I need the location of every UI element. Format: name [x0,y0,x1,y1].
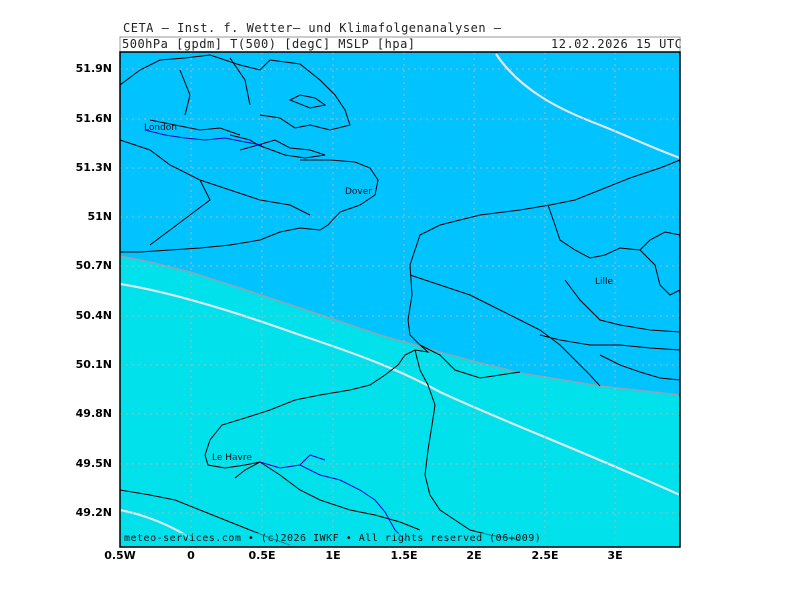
header-underline [119,36,681,53]
copyright-notice: meteo-services.com • (c)2026 IWKF • All … [124,533,542,544]
lon-label-2e: 2E [466,549,482,562]
map-frame [119,51,681,548]
lat-label-49.8n: 49.8N [75,407,112,420]
header-params: 500hPa [gpdm] T(500) [degC] MSLP [hpa] [122,37,416,51]
lat-label-50.7n: 50.7N [75,259,112,272]
lat-label-49.2n: 49.2N [75,506,112,519]
rivers [144,129,406,541]
lon-label-1.5e: 1.5E [390,549,418,562]
lat-label-51n: 51N [87,210,112,223]
city-label-le-havre: Le Havre [212,453,252,463]
header-title: CETA — Inst. f. Wetter— und Klimafolgena… [123,21,502,35]
isotherm-boundary [119,255,681,396]
lon-label-3e: 3E [607,549,623,562]
lat-label-51.6n: 51.6N [75,112,112,125]
city-label-lille: Lille [595,277,614,287]
lat-label-50.4n: 50.4N [75,309,112,322]
lon-label-2.5e: 2.5E [531,549,559,562]
lat-label-51.9n: 51.9N [75,62,112,75]
header-datetime: 12.02.2026 15 UTC [551,37,683,51]
contour-line-top-right [495,53,681,160]
cold-zone [120,52,680,395]
city-label-london: London [144,123,177,133]
lat-label-50.1n: 50.1N [75,358,112,371]
lat-lon-grid [120,52,680,547]
city-label-dover: Dover [345,187,372,197]
copyright-band [121,533,679,546]
lon-label-0.5e: 0.5E [248,549,276,562]
lon-label-0.5w: 0.5W [104,549,136,562]
lon-label-1e: 1E [325,549,341,562]
lon-label-0: 0 [187,549,195,562]
lat-label-51.3n: 51.3N [75,161,112,174]
lat-label-49.5n: 49.5N [75,457,112,470]
